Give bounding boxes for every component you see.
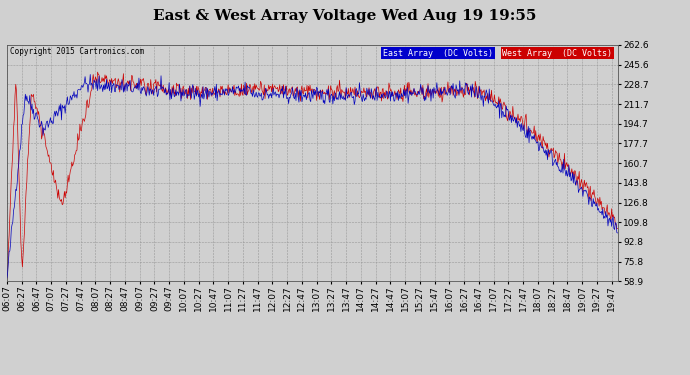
Text: East & West Array Voltage Wed Aug 19 19:55: East & West Array Voltage Wed Aug 19 19:… bbox=[153, 9, 537, 23]
Text: East Array  (DC Volts): East Array (DC Volts) bbox=[383, 49, 493, 58]
Text: Copyright 2015 Cartronics.com: Copyright 2015 Cartronics.com bbox=[10, 47, 144, 56]
Text: West Array  (DC Volts): West Array (DC Volts) bbox=[502, 49, 612, 58]
